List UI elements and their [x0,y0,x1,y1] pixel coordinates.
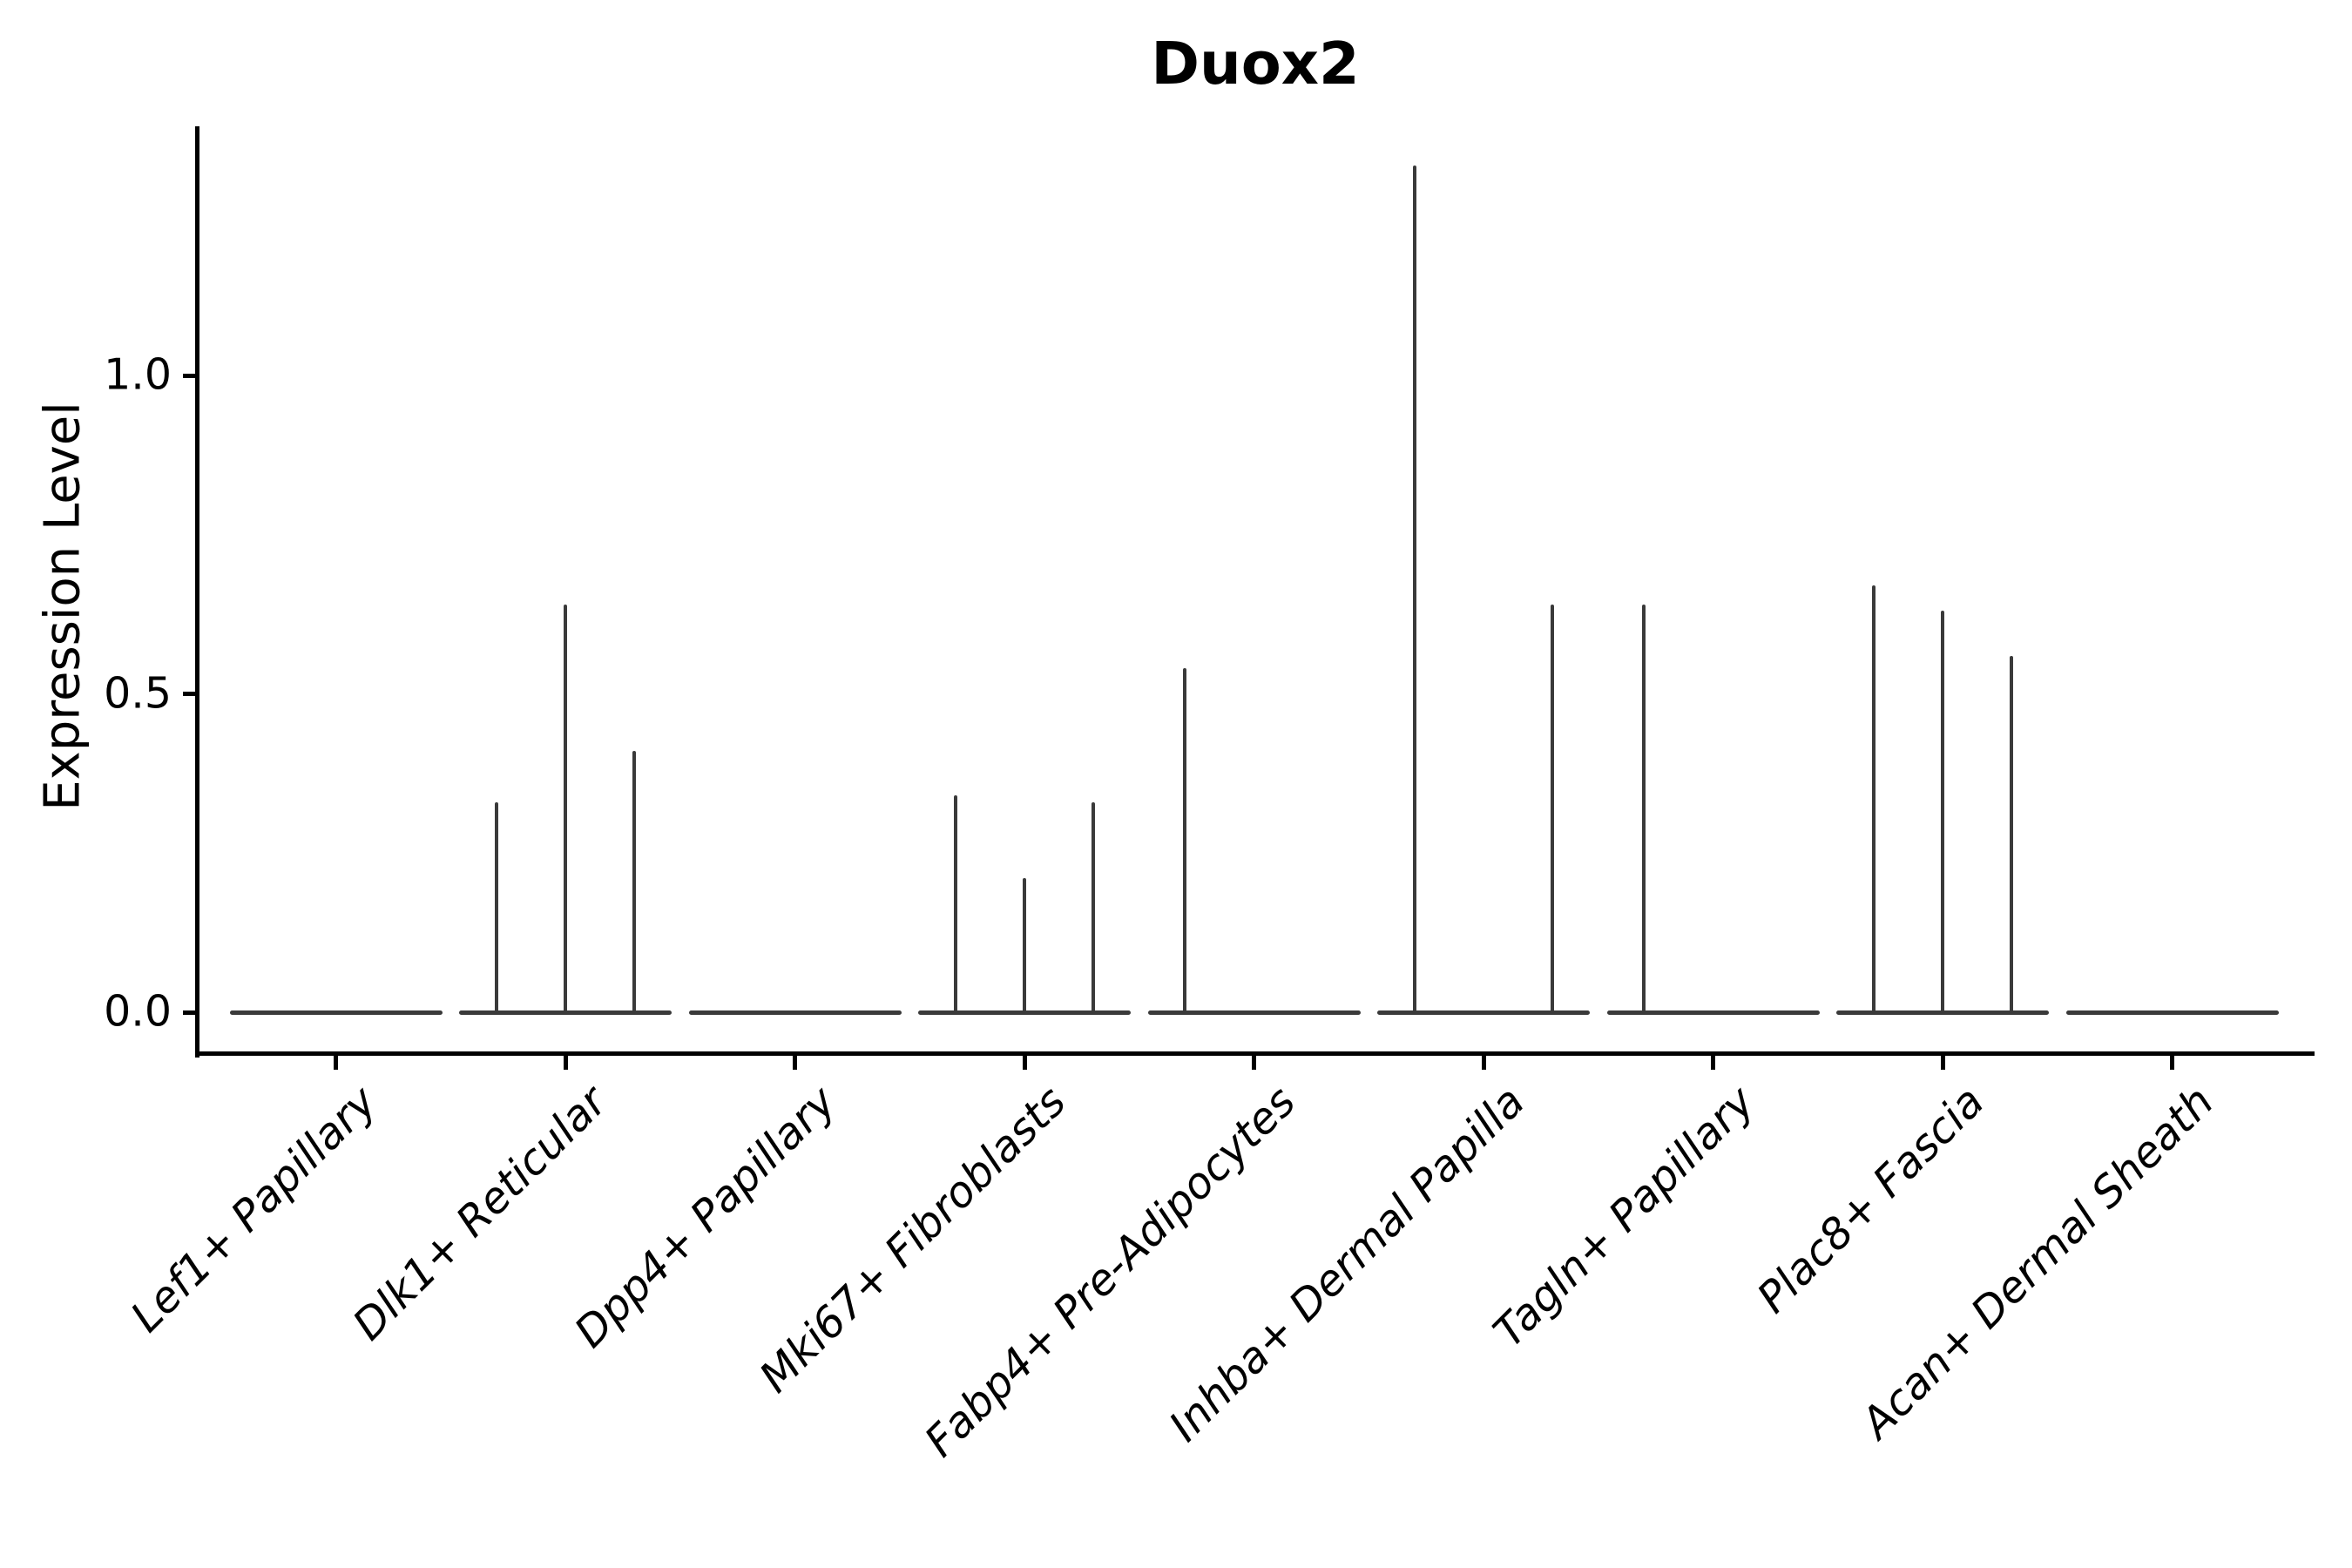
y-tick-label: 0.5 [104,667,172,718]
violin-baseline [2065,1010,2279,1015]
violin-spike [1183,668,1187,1014]
violin-spike [2010,655,2014,1014]
x-tick-mark [793,1053,797,1070]
x-tick-label: Dlk1+ Reticular [342,1077,617,1350]
x-tick-mark [334,1053,338,1070]
y-tick-label: 1.0 [104,349,172,400]
violin-spike [1092,801,1096,1014]
x-tick-mark [1481,1053,1486,1070]
violin-spike [494,801,498,1014]
violin-spike [1871,585,1876,1014]
x-tick-mark [1711,1053,1715,1070]
violin-spike [1642,605,1646,1014]
x-tick-mark [1940,1053,1945,1070]
x-tick-mark [2170,1053,2174,1070]
violin-spike [1023,878,1026,1014]
violin-baseline [1377,1010,1590,1015]
violin-spike [953,795,957,1014]
violin-baseline [1606,1010,1820,1015]
y-axis-spine [194,126,199,1058]
chart-title: Duox2 [1151,30,1360,98]
y-tick-label: 0.0 [104,986,172,1037]
y-tick-mark [183,1010,198,1015]
y-tick-mark [183,373,198,378]
x-tick-label: Plac8+ Fascia [1747,1077,1994,1323]
violin-baseline [1147,1010,1361,1015]
x-tick-mark [563,1053,568,1070]
violin-spike [632,751,637,1014]
violin-baseline [688,1010,902,1015]
x-tick-label: Lef1+ Papillary [121,1077,387,1342]
y-tick-mark [183,692,198,696]
violin-spike [1412,165,1416,1014]
x-tick-label: Fabp4+ Pre-Adipocytes [915,1077,1305,1467]
x-tick-mark [1252,1053,1256,1070]
violin-baseline [229,1010,443,1015]
y-axis-label: Expression Level [34,402,91,811]
x-tick-mark [1022,1053,1027,1070]
violin-spike [564,605,567,1014]
violin-spike [1551,605,1555,1014]
violin-spike [1941,611,1944,1014]
